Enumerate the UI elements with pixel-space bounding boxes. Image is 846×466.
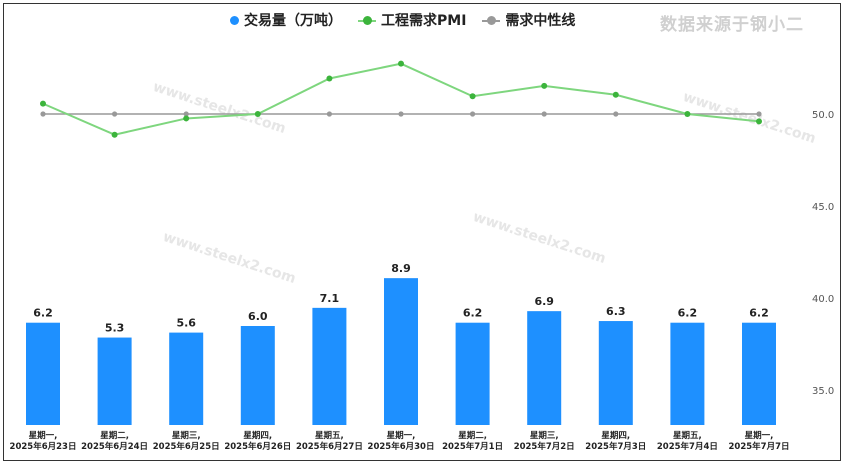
chart-legend: 交易量（万吨） 工程需求PMI 需求中性线: [230, 10, 575, 30]
x-tick-label: 星期五,: [673, 430, 702, 441]
pmi-point: [541, 82, 548, 89]
x-tick-label: 星期四,: [243, 430, 272, 441]
x-tick-label: 星期三,: [172, 430, 201, 441]
x-tick-label: 星期二,: [458, 430, 487, 441]
neutral-point: [40, 111, 46, 117]
bar-data-label: 5.3: [105, 322, 125, 335]
legend-item-pmi[interactable]: 工程需求PMI: [358, 10, 466, 30]
bar: [97, 337, 132, 425]
bar: [670, 322, 705, 425]
bar-data-label: 6.9: [534, 295, 554, 308]
bar-data-label: 7.1: [320, 292, 340, 305]
x-tick-label: 星期一,: [745, 430, 774, 441]
pmi-point: [612, 91, 619, 98]
bar: [169, 332, 204, 425]
right-axis-tick-label: 35.0: [812, 386, 834, 397]
x-tick-label: 2025年6月23日: [10, 441, 77, 452]
x-tick-label: 星期五,: [315, 430, 344, 441]
bar: [26, 322, 60, 425]
bar-data-label: 6.2: [678, 307, 698, 320]
neutral-point: [112, 111, 118, 117]
x-tick-label: 2025年6月25日: [153, 441, 220, 452]
bar-data-label: 6.2: [463, 307, 483, 320]
legend-line-icon: [358, 15, 376, 25]
bar: [455, 322, 490, 425]
pmi-point: [183, 115, 190, 122]
bar: [742, 322, 776, 425]
bar-data-label: 6.3: [606, 305, 626, 318]
bar: [240, 326, 275, 425]
pmi-point: [326, 75, 333, 82]
neutral-point: [183, 111, 189, 117]
x-tick-label: 2025年7月1日: [442, 441, 503, 452]
legend-dot-icon: [230, 15, 239, 25]
bar-data-label: 6.0: [248, 310, 268, 323]
x-tick-label: 2025年7月4日: [657, 441, 718, 452]
bar: [312, 307, 347, 425]
x-tick-label: 星期二,: [100, 430, 129, 441]
x-tick-label: 2025年7月2日: [514, 441, 575, 452]
pmi-point: [684, 111, 691, 117]
right-axis-tick-label: 45.0: [812, 202, 834, 213]
x-tick-label: 2025年6月26日: [224, 441, 291, 452]
pmi-point: [756, 118, 762, 125]
legend-label: 交易量（万吨）: [244, 13, 342, 29]
neutral-point: [756, 111, 762, 117]
legend-item-volume[interactable]: 交易量（万吨）: [230, 10, 342, 30]
bar-data-label: 8.9: [391, 262, 411, 275]
right-axis-tick-label: 50.0: [812, 110, 834, 121]
pmi-point: [254, 111, 261, 117]
x-tick-label: 2025年7月3日: [585, 441, 646, 452]
bar-data-label: 6.2: [749, 307, 769, 320]
bar: [384, 278, 418, 425]
neutral-point: [398, 111, 404, 117]
x-tick-label: 2025年6月27日: [296, 441, 363, 452]
pmi-point: [398, 60, 404, 67]
pmi-line: [42, 62, 760, 136]
right-axis-tick-label: 40.0: [812, 294, 834, 305]
legend-line-icon: [482, 15, 501, 25]
x-tick-label: 2025年6月24日: [81, 441, 148, 452]
pmi-point: [111, 131, 118, 138]
x-tick-label: 星期三,: [530, 430, 559, 441]
x-tick-label: 星期四,: [601, 430, 630, 441]
pmi-point: [469, 93, 476, 100]
legend-label: 工程需求PMI: [381, 13, 467, 29]
legend-item-neutral[interactable]: 需求中性线: [482, 10, 575, 30]
neutral-point: [613, 111, 619, 117]
neutral-point: [470, 111, 476, 117]
x-tick-label: 星期一,: [387, 430, 416, 441]
legend-label: 需求中性线: [505, 13, 576, 29]
bar: [527, 311, 562, 425]
x-tick-label: 星期一,: [29, 430, 58, 441]
x-tick-label: 2025年7月7日: [729, 441, 790, 452]
bar-data-label: 6.2: [33, 307, 53, 320]
pmi-point: [40, 100, 46, 107]
source-label: 数据来源于钢小二: [660, 15, 804, 35]
neutral-point: [541, 111, 547, 117]
neutral-point: [326, 111, 332, 117]
x-tick-label: 2025年6月30日: [368, 441, 435, 452]
bar-data-label: 5.6: [176, 317, 196, 330]
bar: [598, 321, 633, 425]
